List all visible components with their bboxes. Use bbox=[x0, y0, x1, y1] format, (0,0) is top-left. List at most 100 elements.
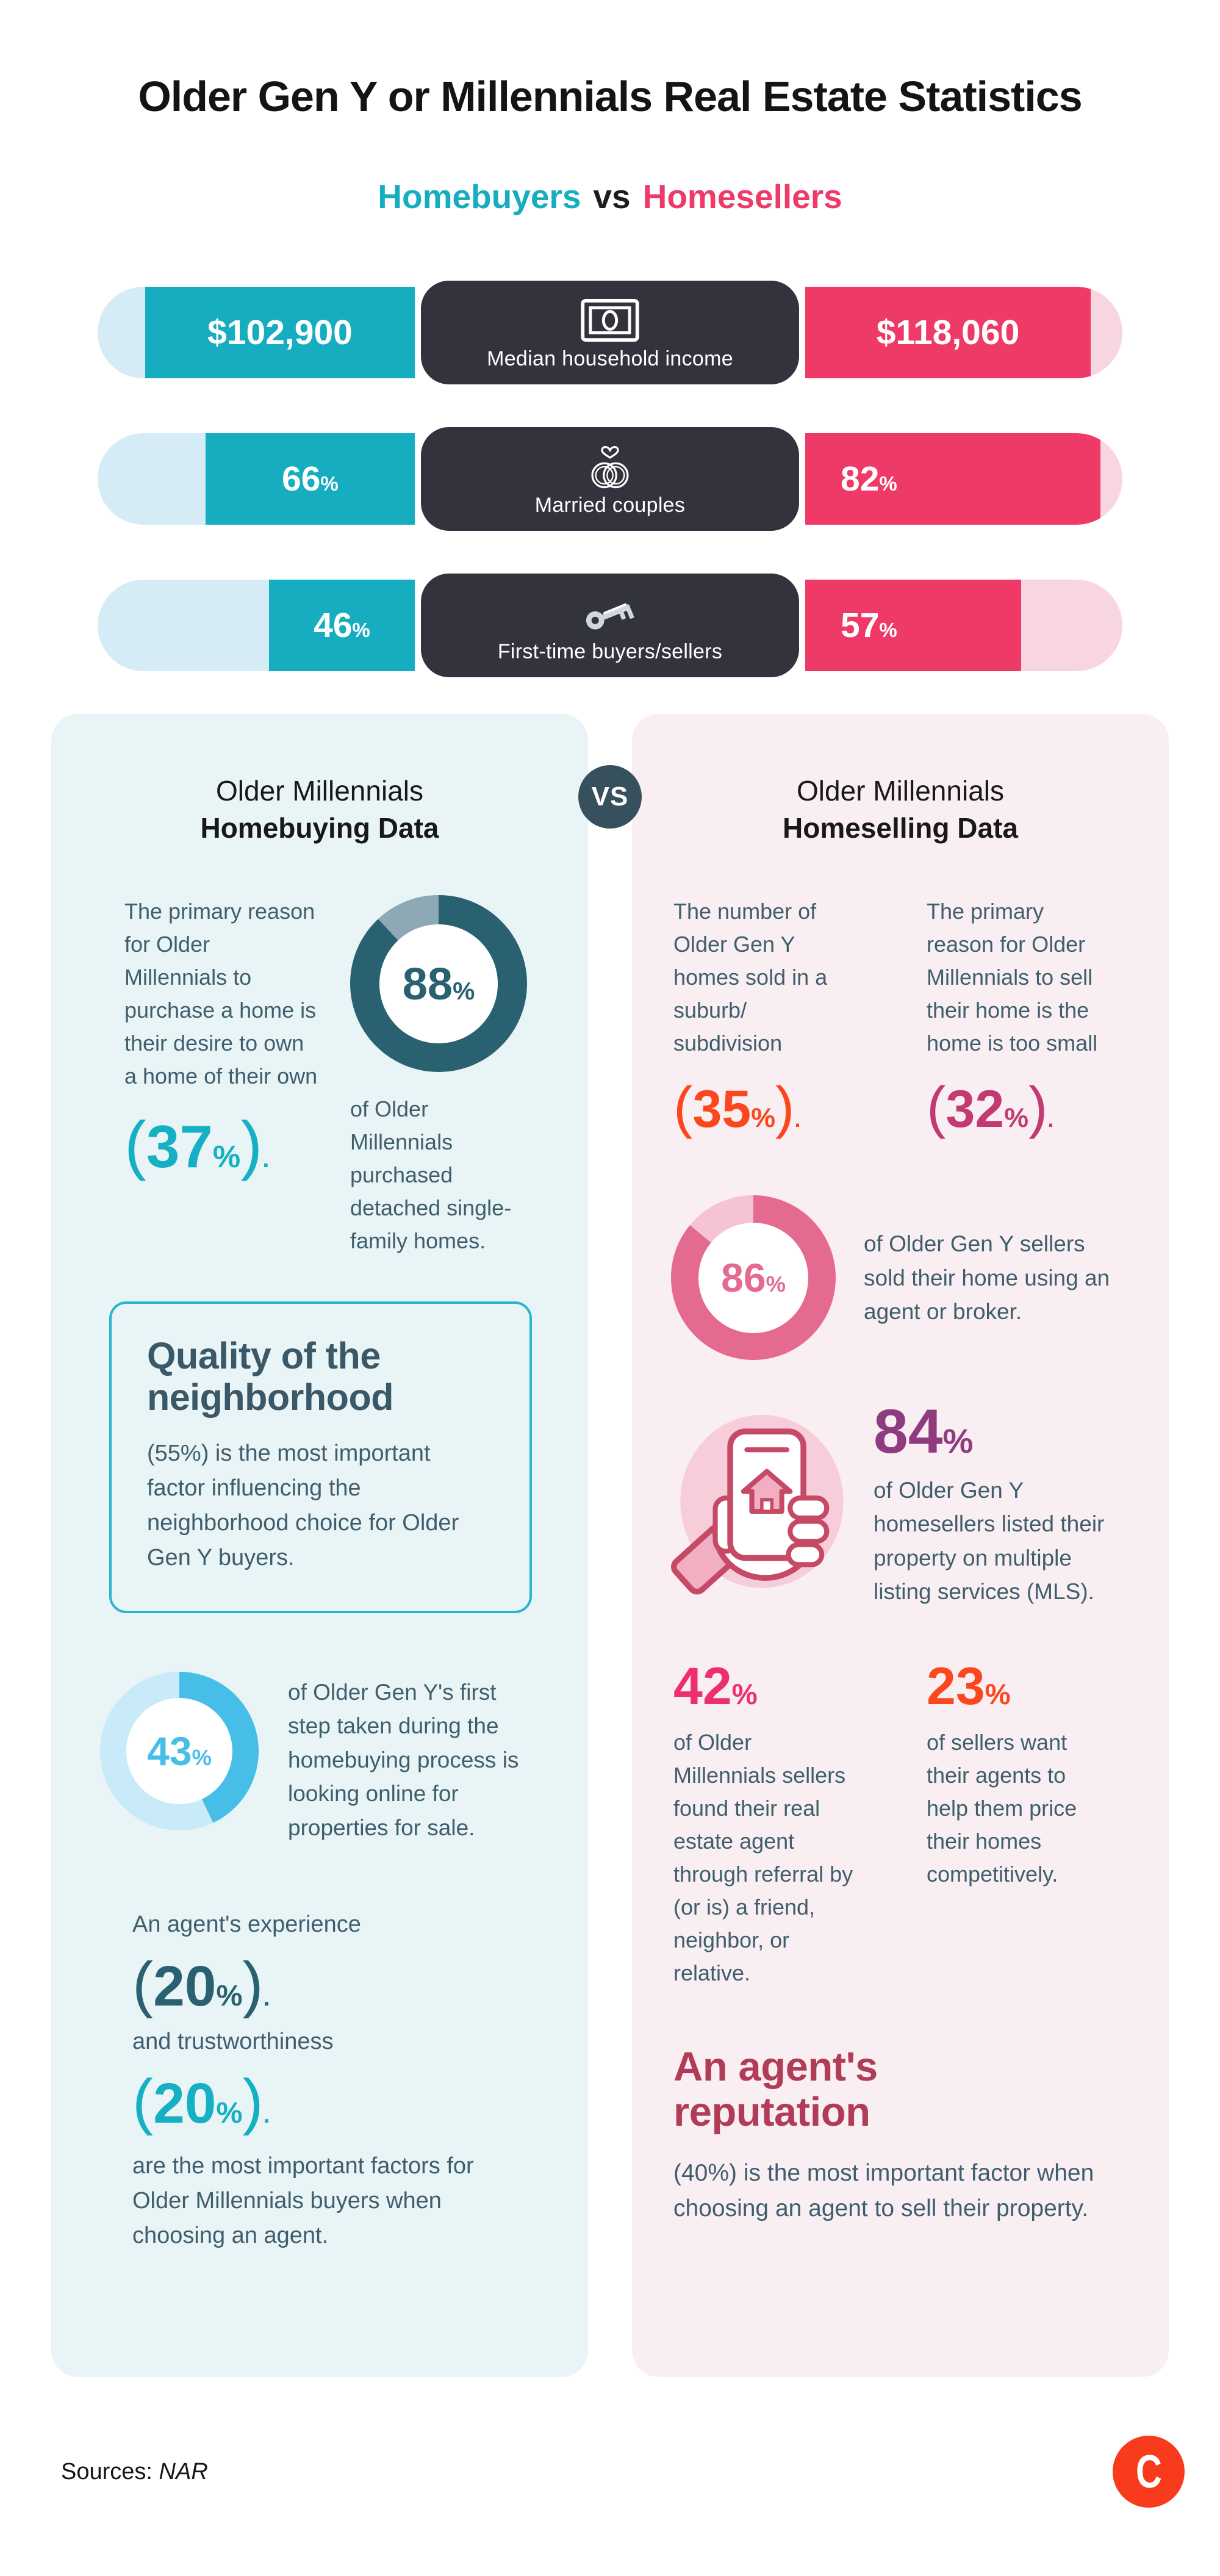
suburb-stat-col: The number of Older Gen Y homes sold in … bbox=[673, 895, 855, 1139]
category-pill-firsttime: First-time buyers/sellers bbox=[415, 567, 805, 683]
page-title: Older Gen Y or Millennials Real Estate S… bbox=[138, 73, 1082, 120]
rings-icon bbox=[586, 442, 634, 492]
buyer-value: 66% bbox=[282, 459, 339, 498]
buyer-fill: $102,900 bbox=[145, 287, 415, 378]
subtitle: Homebuyers vs Homesellers bbox=[0, 177, 1220, 216]
panel-title-line1: Older Millennials bbox=[215, 775, 423, 807]
referral-stat-col: 42% of Older Millennials sellers found t… bbox=[673, 1657, 855, 1990]
buyer-value: $102,900 bbox=[207, 313, 353, 352]
panel-title-line1: Older Millennials bbox=[796, 775, 1004, 807]
primary-reason-text-col: The primary reason for Older Millennials… bbox=[124, 895, 318, 1257]
referral-caption: of Older Millennials sellers found their… bbox=[673, 1730, 853, 1986]
donut-88-value: 88% bbox=[402, 958, 475, 1009]
donut-86-value: 86% bbox=[721, 1255, 786, 1301]
buyer-track: $102,900 bbox=[98, 287, 415, 378]
donut-88-caption: of Older Millennials purchased detached … bbox=[350, 1096, 512, 1254]
key-icon bbox=[578, 588, 642, 638]
stat-84-percent: 84% bbox=[874, 1397, 974, 1467]
donut-88: 88% bbox=[350, 895, 527, 1073]
stat-20-experience: (20%). bbox=[132, 1949, 270, 2020]
donut-88-col: 88% of Older Millennials purchased detac… bbox=[350, 895, 536, 1257]
stat-20-trust: (20%). bbox=[132, 2065, 270, 2136]
mls-stat: 84% of Older Gen Y homesellers listed th… bbox=[632, 1399, 1169, 1608]
category-label: Married couples bbox=[534, 494, 686, 517]
stat-23-percent: 23% bbox=[927, 1657, 1011, 1716]
footer: Sources: NAR C bbox=[61, 2436, 1185, 2508]
homebuying-panel: Older Millennials Homebuying Data The pr… bbox=[51, 714, 588, 2377]
donut-43-caption: of Older Gen Y's first step taken during… bbox=[288, 1679, 519, 1840]
sources-label: Sources: bbox=[61, 2458, 152, 2484]
reputation-body: (40%) is the most important factor when … bbox=[673, 2159, 1094, 2222]
vs-badge-label: VS bbox=[591, 782, 629, 811]
primary-reason-stat: The primary reason for Older Millennials… bbox=[51, 895, 588, 1257]
category-pill-income: Median household income bbox=[415, 275, 805, 390]
donut-86-caption: of Older Gen Y sellers sold their home u… bbox=[864, 1231, 1110, 1325]
homebuying-panel-title: Older Millennials Homebuying Data bbox=[51, 772, 588, 846]
reputation-title: An agent's reputation bbox=[673, 2044, 878, 2135]
panels-section: VS Older Millennials Homebuying Data The… bbox=[0, 714, 1220, 2377]
donut-86: 86% bbox=[671, 1195, 836, 1361]
category-label: Median household income bbox=[487, 347, 733, 370]
buyer-fill: 46% bbox=[268, 580, 415, 671]
stat-42-percent: 42% bbox=[673, 1657, 758, 1716]
comparison-row-firsttime: 46% 57% bbox=[98, 567, 1122, 683]
sources-note: Sources: NAR bbox=[61, 2459, 208, 2485]
too-small-stat-col: The primary reason for Older Millennials… bbox=[927, 895, 1108, 1139]
selling-reasons-row: The number of Older Gen Y homes sold in … bbox=[632, 895, 1169, 1139]
quality-neighborhood-box: Quality of the neighborhood (55%) is the… bbox=[109, 1301, 532, 1613]
comparison-rows: $102,900 $118,060 Median household incom… bbox=[0, 275, 1220, 683]
seller-track: 57% bbox=[805, 580, 1122, 671]
agent-factors-block: An agent's experience (20%). and trustwo… bbox=[51, 1908, 588, 2253]
sources-value: NAR bbox=[159, 2458, 208, 2484]
too-small-stat-text: The primary reason for Older Millennials… bbox=[927, 899, 1098, 1056]
pricing-stat-col: 23% of sellers want their agents to help… bbox=[927, 1657, 1108, 1990]
agent-broker-stat: 86% of Older Gen Y sellers sold their ho… bbox=[632, 1195, 1169, 1361]
comparison-row-married: 66% 82% Married couple bbox=[98, 421, 1122, 537]
vs-badge: VS bbox=[578, 765, 642, 829]
seller-value: 57% bbox=[841, 606, 897, 645]
primary-reason-text: The primary reason for Older Millennials… bbox=[124, 899, 318, 1089]
homeselling-panel-title: Older Millennials Homeselling Data bbox=[632, 772, 1169, 846]
seller-value: $118,060 bbox=[876, 313, 1020, 352]
subtitle-homesellers: Homesellers bbox=[642, 178, 842, 215]
quality-box-title: Quality of the neighborhood bbox=[147, 1335, 393, 1418]
agent-trust-line: and trustworthiness bbox=[132, 2028, 334, 2054]
panel-title-line2: Homeselling Data bbox=[783, 811, 1018, 844]
money-icon bbox=[580, 295, 640, 345]
comparison-row-income: $102,900 $118,060 Median household incom… bbox=[98, 275, 1122, 390]
donut-43: 43% bbox=[100, 1671, 259, 1830]
seller-track: 82% bbox=[805, 433, 1122, 525]
homeselling-panel: Older Millennials Homeselling Data The n… bbox=[632, 714, 1169, 2377]
seller-fill: $118,060 bbox=[805, 287, 1091, 378]
seller-track: $118,060 bbox=[805, 287, 1122, 378]
stat-37-percent: (37%). bbox=[124, 1107, 270, 1182]
agent-selection-row: 42% of Older Millennials sellers found t… bbox=[632, 1657, 1169, 1990]
subtitle-homebuyers: Homebuyers bbox=[378, 178, 581, 215]
quality-box-body: (55%) is the most important factor influ… bbox=[147, 1440, 459, 1570]
buyer-track: 46% bbox=[98, 580, 415, 671]
reputation-block: An agent's reputation (40%) is the most … bbox=[632, 2045, 1169, 2226]
panel-title-line2: Homebuying Data bbox=[200, 811, 439, 844]
seller-value: 82% bbox=[841, 459, 897, 498]
buyer-track: 66% bbox=[98, 433, 415, 525]
donut-43-value: 43% bbox=[147, 1728, 212, 1774]
online-search-stat: 43% of Older Gen Y's first step taken du… bbox=[51, 1671, 588, 1845]
stat-35-percent: (35%). bbox=[673, 1075, 801, 1140]
category-pill-married: Married couples bbox=[415, 421, 805, 537]
buyer-fill: 66% bbox=[205, 433, 415, 525]
mls-text-col: 84% of Older Gen Y homesellers listed th… bbox=[874, 1399, 1126, 1608]
agent-experience-line: An agent's experience bbox=[132, 1912, 361, 1938]
buyer-value: 46% bbox=[314, 606, 370, 645]
brand-logo-letter: C bbox=[1135, 2445, 1162, 2498]
phone-in-hand-icon bbox=[664, 1399, 847, 1603]
category-label: First-time buyers/sellers bbox=[497, 640, 723, 663]
mls-caption: of Older Gen Y homesellers listed their … bbox=[874, 1477, 1105, 1605]
subtitle-vs: vs bbox=[593, 178, 631, 215]
suburb-stat-text: The number of Older Gen Y homes sold in … bbox=[673, 899, 828, 1056]
agent-factors-closing: are the most important factors for Older… bbox=[132, 2153, 474, 2249]
brand-logo: C bbox=[1113, 2436, 1185, 2508]
stat-32-percent: (32%). bbox=[927, 1075, 1054, 1140]
seller-fill: 57% bbox=[805, 580, 1022, 671]
pricing-caption: of sellers want their agents to help the… bbox=[927, 1730, 1077, 1887]
